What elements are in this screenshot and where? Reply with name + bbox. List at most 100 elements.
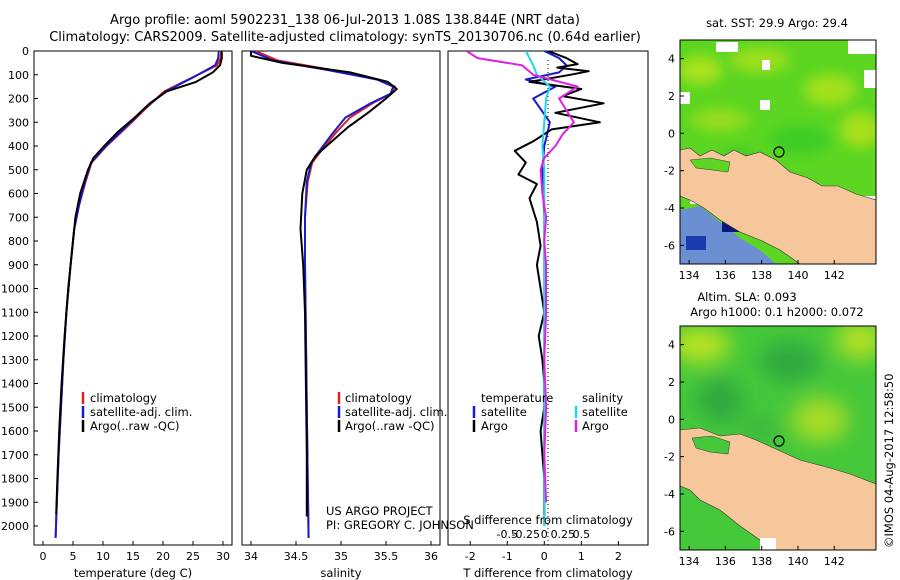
difference-panel-frame	[447, 50, 649, 546]
map-y-tick-label: -2	[664, 165, 675, 178]
series-line-climatology	[255, 51, 396, 538]
difference-panel: -2 -1 0 1 2 -0.5-0.25 0 0.250.5 T difference fr…	[447, 50, 649, 580]
depth-tick-label: 1500	[1, 401, 29, 414]
map-y-tick-label: 4	[668, 339, 675, 352]
depth-tick-label: 1300	[1, 354, 29, 367]
salinity-panel-frame	[241, 50, 441, 546]
map-x-tick-label: 136	[715, 269, 736, 282]
map-x-tick-label: 138	[751, 269, 772, 282]
salinity-legend: climatology satellite-adj. clim. Argo(..…	[337, 391, 447, 433]
depth-tick-label: 800	[8, 235, 29, 248]
temperature-panel-frame	[33, 50, 233, 546]
depth-tick-label: 0	[22, 45, 29, 58]
sla-bay	[691, 435, 731, 455]
map-y-tick-label: 0	[668, 413, 675, 426]
map-y-tick-label: 2	[668, 376, 675, 389]
map-y-tick-label: -2	[664, 451, 675, 464]
s-tick-label: 0.5	[573, 528, 591, 541]
legend-label-climatology-s: climatology	[345, 391, 412, 405]
salinity-lines	[250, 51, 398, 538]
series-line-climatology	[54, 51, 223, 538]
x-tick-label: 34.5	[284, 550, 309, 563]
legend-label-s-argo: Argo	[582, 419, 609, 433]
depth-tick-label: 400	[8, 140, 29, 153]
salinity-x-axis: 34 34.5 35 35.5 36	[244, 541, 438, 563]
legend-label-t-satellite: satellite	[481, 405, 527, 419]
depth-axis: 0 100 200 300 400 500 600 700 800 900 1000 1100 1200…	[1, 45, 38, 533]
s-tick-label: -0.25	[512, 528, 540, 541]
title-line-1: Argo profile: aoml 5902231_138 06-Jul-20…	[110, 13, 580, 28]
map-y-tick-label: -4	[664, 202, 675, 215]
series-line-s-argo	[465, 51, 579, 503]
series-line-satellite-adj-clim-	[250, 51, 395, 538]
x-tick-label: 34	[244, 550, 258, 563]
sla-map-subtitle: Argo h1000: 0.1 h2000: 0.072	[690, 305, 863, 319]
x-tick-label: 5	[70, 550, 77, 563]
series-line-satellite-adj-clim-	[54, 51, 220, 538]
x-tick-label: 20	[156, 550, 170, 563]
legend-label-argo: Argo(..raw -QC)	[90, 419, 180, 433]
depth-tick-label: 100	[8, 69, 29, 82]
x-tick-label: 1	[578, 550, 585, 563]
salinity-xlabel: salinity	[320, 566, 361, 580]
x-tick-label: 35.5	[374, 550, 399, 563]
map-x-tick-label: 134	[679, 555, 700, 568]
difference-legend: temperature satellite Argo salinity sate…	[472, 391, 628, 433]
x-tick-label: 0	[40, 550, 47, 563]
s-tick-label: -0.5	[497, 528, 518, 541]
x-tick-label: 30	[216, 550, 230, 563]
legend-title-temperature: temperature	[481, 391, 553, 405]
map-y-tick-label: 4	[668, 53, 675, 66]
difference-lines	[465, 51, 605, 526]
s-tick-label: 0	[541, 528, 548, 541]
x-tick-label: -1	[502, 550, 513, 563]
map-y-tick-label: 2	[668, 90, 675, 103]
sla-texture	[680, 326, 876, 444]
sst-land-new-guinea	[680, 147, 876, 264]
sst-map-frame	[679, 39, 877, 265]
temperature-lines	[54, 51, 223, 538]
sst-cold-patch	[686, 236, 706, 250]
t-difference-xlabel: T difference from climatology	[462, 566, 633, 580]
sla-land-new-guinea	[680, 427, 876, 550]
series-line-t-argo	[513, 51, 605, 515]
sla-map-frame	[679, 325, 877, 551]
map-x-tick-label: 136	[715, 555, 736, 568]
sla-axes: 134 136 138 140 142 4 2 0 -2 -4 -6	[664, 339, 845, 568]
legend-label-satellite: satellite-adj. clim.	[90, 405, 192, 419]
legend-title-salinity: salinity	[582, 391, 623, 405]
series-line-argo-raw-qc-	[250, 51, 398, 517]
depth-tick-label: 1600	[1, 425, 29, 438]
s-tick-label: 0.25	[551, 528, 576, 541]
x-tick-label: 2	[615, 550, 622, 563]
s-difference-xlabel: S difference from climatology	[463, 513, 633, 527]
series-line-argo-raw-qc-	[55, 51, 223, 515]
legend-label-t-argo: Argo	[481, 419, 508, 433]
imos-stamp: ©IMOS 04-Aug-2017 12:58:50	[882, 373, 896, 548]
depth-tick-label: 1800	[1, 473, 29, 486]
legend-label-climatology: climatology	[90, 391, 157, 405]
map-y-tick-label: -4	[664, 488, 675, 501]
map-x-tick-label: 142	[824, 269, 845, 282]
difference-x-axis: -2 -1 0 1 2 -0.5-0.25 0 0.250.5	[465, 528, 622, 563]
map-x-tick-label: 138	[751, 555, 772, 568]
depth-tick-label: 300	[8, 116, 29, 129]
x-tick-label: 0	[541, 550, 548, 563]
map-x-tick-label: 140	[787, 269, 808, 282]
temperature-panel: 0100200300400500600700800900100011001200…	[1, 45, 233, 580]
depth-tick-label: 1200	[1, 330, 29, 343]
title-line-2: Climatology: CARS2009. Satellite-adjuste…	[49, 30, 641, 45]
project-line-1: US ARGO PROJECT	[326, 504, 434, 518]
depth-tick-label: 900	[8, 259, 29, 272]
map-x-tick-label: 134	[679, 269, 700, 282]
x-tick-label: 36	[424, 550, 438, 563]
map-x-tick-label: 140	[787, 555, 808, 568]
sst-map: sat. SST: 29.9 Argo: 29.4	[664, 16, 877, 282]
depth-tick-label: 600	[8, 188, 29, 201]
sla-missing-data	[760, 538, 776, 550]
x-tick-label: 15	[126, 550, 140, 563]
sla-map-title: Altim. SLA: 0.093	[697, 290, 796, 304]
depth-tick-label: 1100	[1, 306, 29, 319]
salinity-panel: 34 34.5 35 35.5 36 salinity climatology sate…	[241, 50, 474, 580]
